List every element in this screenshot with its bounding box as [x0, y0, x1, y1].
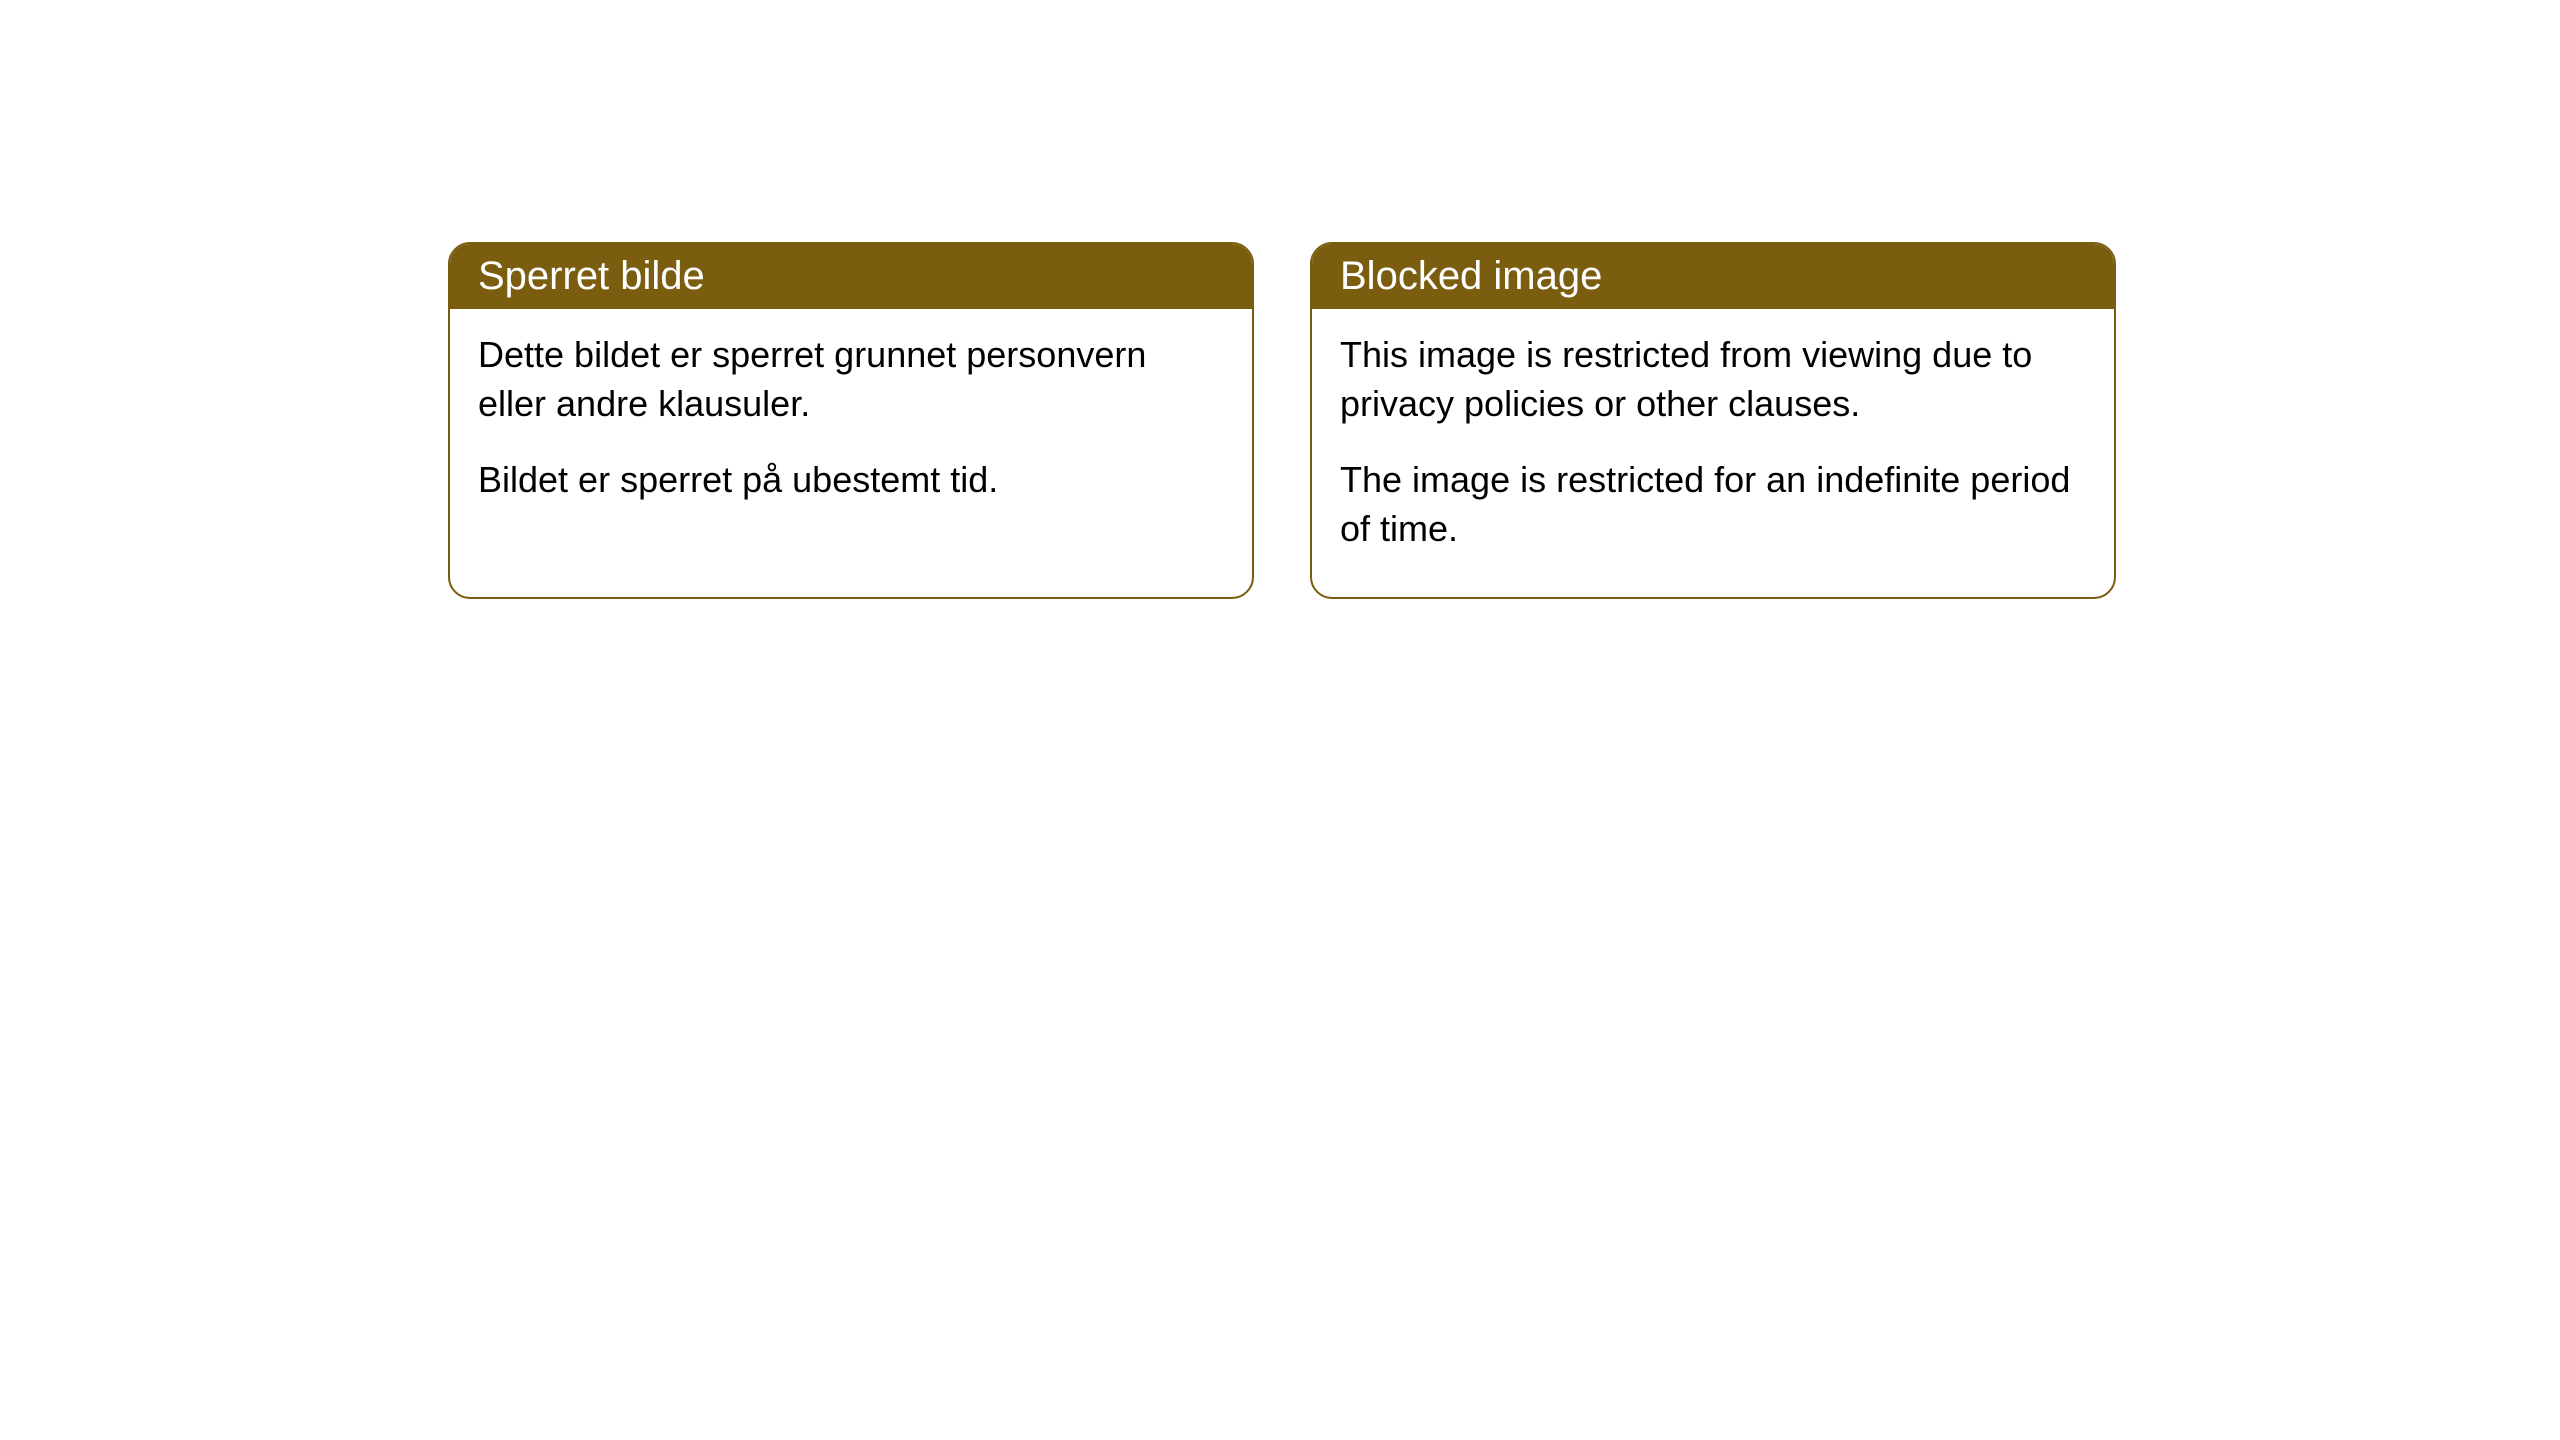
notice-paragraph: This image is restricted from viewing du… [1340, 331, 2086, 428]
blocked-image-card-norwegian: Sperret bilde Dette bildet er sperret gr… [448, 242, 1254, 599]
card-body-norwegian: Dette bildet er sperret grunnet personve… [450, 309, 1252, 549]
notice-paragraph: Dette bildet er sperret grunnet personve… [478, 331, 1224, 428]
card-title: Sperret bilde [478, 254, 705, 298]
card-header-english: Blocked image [1312, 244, 2114, 309]
blocked-image-card-english: Blocked image This image is restricted f… [1310, 242, 2116, 599]
notice-container: Sperret bilde Dette bildet er sperret gr… [0, 0, 2560, 599]
card-body-english: This image is restricted from viewing du… [1312, 309, 2114, 597]
notice-paragraph: The image is restricted for an indefinit… [1340, 456, 2086, 553]
notice-paragraph: Bildet er sperret på ubestemt tid. [478, 456, 1224, 505]
card-title: Blocked image [1340, 254, 1602, 298]
card-header-norwegian: Sperret bilde [450, 244, 1252, 309]
